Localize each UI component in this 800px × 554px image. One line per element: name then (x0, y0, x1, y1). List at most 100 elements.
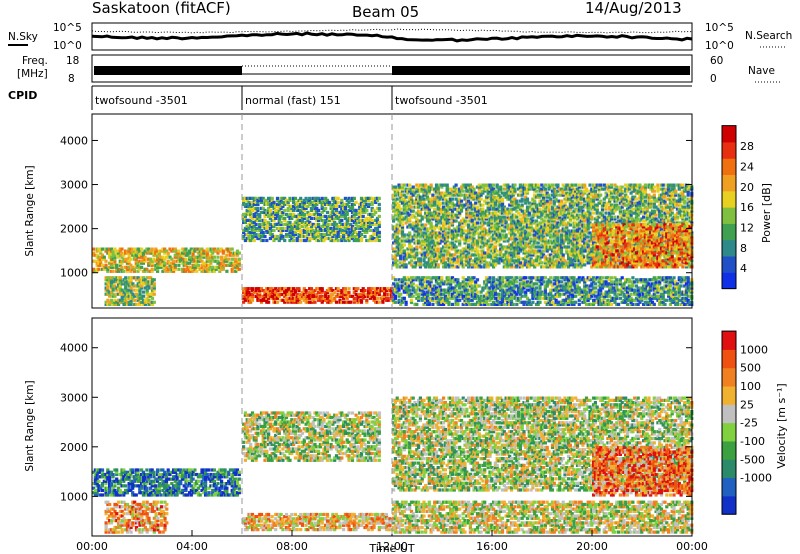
echo-cell (92, 259, 96, 263)
echo-cell (400, 225, 405, 229)
echo-cell (249, 292, 253, 297)
echo-cell (315, 202, 319, 206)
echo-cell (393, 199, 397, 203)
echo-cell (522, 183, 526, 187)
echo-cell (499, 235, 503, 239)
echo-cell (418, 263, 422, 267)
echo-cell (329, 287, 333, 291)
echo-cell (315, 234, 319, 239)
echo-cell (449, 229, 453, 233)
echo-cell (111, 269, 115, 273)
echo-cell (575, 225, 580, 229)
echo-cell (250, 230, 255, 234)
echo-cell (529, 237, 533, 241)
echo-cell (304, 289, 308, 293)
echo-cell (343, 216, 347, 220)
echo-cell (595, 215, 599, 219)
echo-cell (590, 189, 594, 193)
echo-cell (400, 185, 405, 189)
echo-cell (459, 219, 464, 223)
echo-cell (458, 201, 462, 205)
echo-cell (184, 257, 188, 261)
echo-cell (243, 226, 247, 230)
echo-cell (354, 208, 358, 212)
echo-cell (358, 214, 362, 218)
echo-cell (475, 195, 480, 199)
echo-cell (275, 202, 280, 206)
echo-cell (370, 292, 374, 297)
echo-cell (574, 245, 578, 249)
echo-cell (470, 203, 474, 207)
echo-cell (525, 233, 530, 237)
echo-cell (554, 215, 558, 219)
echo-cell (590, 207, 594, 211)
echo-cell (270, 214, 274, 218)
echo-cell (177, 257, 181, 261)
echo-cell (342, 296, 346, 300)
echo-cell (563, 265, 567, 269)
echo-cell (125, 249, 129, 253)
echo-cell (400, 239, 405, 243)
echo-cell (574, 187, 578, 191)
echo-cell (593, 193, 597, 197)
echo-cell (154, 259, 158, 263)
echo-cell (425, 239, 430, 243)
echo-cell (270, 202, 274, 206)
echo-cell (574, 265, 578, 269)
echo-cell (445, 237, 449, 241)
echo-cell (525, 205, 530, 209)
echo-cell (281, 226, 285, 230)
echo-cell (500, 207, 505, 211)
echo-cell (452, 227, 456, 231)
echo-cell (147, 298, 151, 302)
echo-cell (568, 259, 572, 263)
echo-cell (595, 247, 599, 251)
echo-cell (249, 196, 253, 200)
echo-cell (207, 257, 211, 261)
echo-cell (309, 294, 314, 298)
echo-cell (288, 226, 292, 230)
echo-cell (283, 216, 287, 220)
echo-cell (295, 292, 299, 297)
echo-cell (127, 261, 131, 265)
echo-cell (205, 257, 209, 261)
echo-cell (572, 237, 576, 241)
echo-cell (413, 221, 417, 225)
echo-cell (413, 201, 417, 205)
echo-cell (538, 223, 542, 227)
echo-cell (552, 245, 556, 249)
beam-title: Beam 05 (352, 3, 419, 21)
echo-cell (497, 259, 501, 263)
echo-cell (452, 207, 456, 211)
echo-cell (365, 224, 369, 228)
echo-cell (450, 215, 455, 219)
echo-cell (570, 193, 574, 197)
echo-cell (499, 237, 503, 241)
echo-cell (415, 223, 419, 227)
echo-cell (540, 225, 544, 229)
echo-cell (209, 247, 213, 251)
echo-cell (574, 189, 578, 193)
echo-cell (393, 213, 397, 217)
echo-cell (93, 253, 97, 257)
echo-cell (554, 261, 558, 265)
echo-cell (492, 247, 496, 251)
echo-cell (552, 209, 556, 213)
echo-cell (336, 289, 340, 293)
echo-cell (450, 221, 455, 225)
echo-cell (450, 231, 455, 235)
echo-cell (225, 253, 229, 257)
echo-cell (604, 235, 608, 239)
echo-cell (272, 206, 276, 210)
echo-cell (458, 243, 462, 247)
echo-cell (599, 183, 603, 187)
echo-cell (145, 276, 149, 280)
echo-cell (367, 294, 371, 298)
echo-cell (279, 206, 283, 210)
echo-cell (284, 228, 289, 232)
echo-cell (590, 217, 594, 221)
echo-cell (517, 193, 521, 197)
echo-cell (449, 207, 453, 211)
noise-left-tick-high: 10^5 (53, 22, 82, 34)
echo-cell (465, 253, 469, 257)
